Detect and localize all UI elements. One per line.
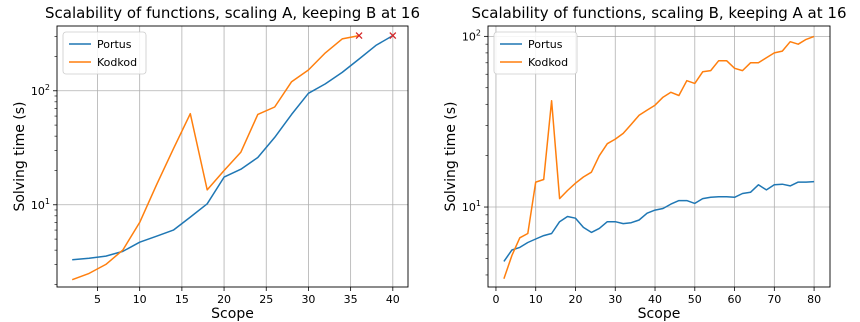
left-chart-panel: Scalability of functions, scaling A, kee… xyxy=(12,4,420,322)
x-tick-label: 20 xyxy=(568,293,582,306)
timeout-marker-stroke xyxy=(355,32,363,40)
legend-label: Portus xyxy=(528,38,563,51)
x-tick-label: 60 xyxy=(728,293,742,306)
x-tick-label: 50 xyxy=(688,293,702,306)
x-tick-label: 80 xyxy=(807,293,821,306)
timeout-marker xyxy=(389,32,397,40)
x-tick-label: 5 xyxy=(94,293,101,306)
x-tick-label: 15 xyxy=(175,293,189,306)
y-tick-label: 102 xyxy=(462,28,481,43)
legend: Portus Kodkod xyxy=(493,31,578,75)
axes-frame xyxy=(56,25,409,288)
y-tick-label: 101 xyxy=(462,199,481,214)
x-tick-label: 70 xyxy=(767,293,781,306)
chart-title: Scalability of functions, scaling B, kee… xyxy=(472,4,847,22)
x-tick-label: 30 xyxy=(301,293,315,306)
x-tick-label: 35 xyxy=(344,293,358,306)
timeout-marker-stroke xyxy=(389,32,397,40)
legend-box xyxy=(493,31,578,75)
x-tick-label: 40 xyxy=(648,293,662,306)
series-line-kodkod xyxy=(503,35,815,280)
y-tick-label: 102 xyxy=(31,83,50,98)
y-axis-label: Solving time (s) xyxy=(12,101,28,211)
x-tick-label: 25 xyxy=(259,293,273,306)
legend-label: Kodkod xyxy=(528,56,568,69)
chart-title: Scalability of functions, scaling A, kee… xyxy=(45,4,420,22)
y-axis-label: Solving time (s) xyxy=(443,101,459,211)
series-line-portus xyxy=(503,180,815,262)
legend-box xyxy=(62,31,147,75)
x-tick-label: 30 xyxy=(608,293,622,306)
x-tick-label: 20 xyxy=(217,293,231,306)
right-chart-panel: Scalability of functions, scaling B, kee… xyxy=(443,4,847,322)
y-tick-label: 101 xyxy=(31,197,50,212)
axes-frame xyxy=(487,25,831,288)
series-line-portus xyxy=(72,34,394,261)
x-tick-label: 10 xyxy=(529,293,543,306)
timeout-marker xyxy=(355,32,363,40)
x-axis-label: Scope xyxy=(211,306,254,322)
legend-label: Kodkod xyxy=(97,56,137,69)
x-tick-label: 40 xyxy=(386,293,400,306)
legend: Portus Kodkod xyxy=(62,31,147,75)
legend-label: Portus xyxy=(97,38,132,51)
x-tick-label: 0 xyxy=(492,293,499,306)
x-axis-label: Scope xyxy=(638,306,681,322)
series-line-kodkod xyxy=(71,34,360,281)
x-tick-label: 10 xyxy=(133,293,147,306)
